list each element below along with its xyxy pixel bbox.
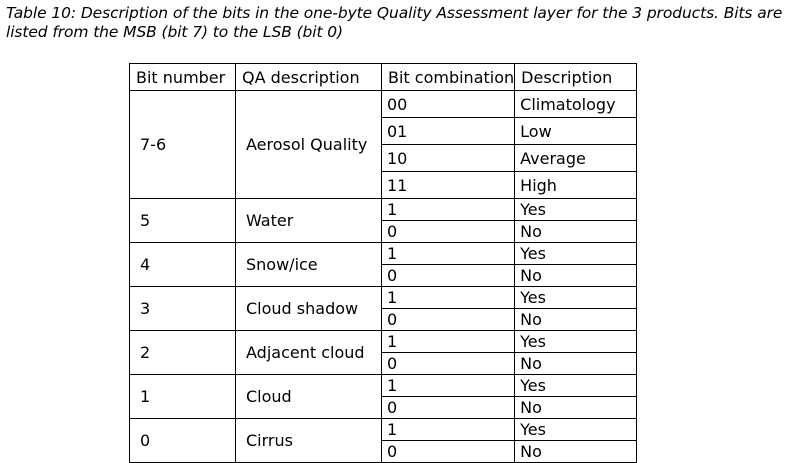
bit-number-cell: 4 [129, 242, 236, 287]
description-cell: Yes [514, 286, 638, 309]
bit-combination-cell: 01 [380, 117, 516, 145]
table-row: 0 No [130, 440, 638, 463]
bit-combination-cell: 0 [380, 440, 516, 463]
description-cell: High [514, 171, 638, 199]
table-row: 10 Average [130, 144, 638, 172]
table-row: 0 No [130, 396, 638, 419]
bit-combination-cell: 1 [380, 330, 516, 353]
bit-combination-cell: 1 [380, 286, 516, 309]
table-row: 5 Water 1 Yes [129, 198, 638, 243]
qa-bits-table: Bit number QA description Bit combinatio… [129, 63, 638, 463]
qa-description-cell: Cirrus [235, 418, 382, 463]
description-cell: No [514, 308, 638, 331]
table-row: 11 High [130, 171, 638, 199]
bit-number-cell: 3 [129, 286, 236, 331]
qa-description-cell: Cloud [235, 374, 382, 419]
description-cell: Yes [514, 330, 638, 353]
table-row: 0 No [130, 220, 638, 243]
table-row: 0 Cirrus 1 Yes [129, 418, 638, 463]
bit-combination-cell: 0 [380, 220, 516, 243]
header-bit-combination: Bit combination [380, 63, 516, 91]
bit-combination-cell: 10 [380, 144, 516, 172]
table-row: 7-6 Aerosol Quality 00 Climatology [129, 90, 638, 199]
bit-combination-cell: 0 [380, 352, 516, 375]
description-cell: Yes [514, 198, 638, 221]
bit-combination-cell: 0 [380, 264, 516, 287]
bit-number-cell: 2 [129, 330, 236, 375]
table-row: 3 Cloud shadow 1 Yes [129, 286, 638, 331]
bit-number-cell: 5 [129, 198, 236, 243]
table-caption: Table 10: Description of the bits in the… [6, 4, 783, 41]
description-cell: No [514, 396, 638, 419]
table-header-row: Bit number QA description Bit combinatio… [129, 63, 638, 91]
bit-combination-cell: 1 [380, 374, 516, 397]
description-cell: Climatology [514, 90, 638, 118]
description-cell: Low [514, 117, 638, 145]
bit-number-cell: 1 [129, 374, 236, 419]
description-cell: No [514, 264, 638, 287]
qa-description-cell: Cloud shadow [235, 286, 382, 331]
table-row: 2 Adjacent cloud 1 Yes [129, 330, 638, 375]
bit-combination-cell: 11 [380, 171, 516, 199]
bit-combination-cell: 00 [380, 90, 516, 118]
bit-combination-cell: 1 [380, 198, 516, 221]
description-cell: Yes [514, 418, 638, 441]
header-bit-number: Bit number [129, 63, 236, 91]
description-cell: Yes [514, 374, 638, 397]
header-qa-description: QA description [235, 63, 382, 91]
description-cell: No [514, 352, 638, 375]
description-cell: No [514, 440, 638, 463]
table-row: 4 Snow/ice 1 Yes [129, 242, 638, 287]
qa-description-cell: Aerosol Quality [235, 90, 382, 199]
bit-combination-cell: 1 [380, 418, 516, 441]
qa-description-cell: Adjacent cloud [235, 330, 382, 375]
bit-combination-cell: 0 [380, 308, 516, 331]
qa-description-cell: Snow/ice [235, 242, 382, 287]
description-cell: Yes [514, 242, 638, 265]
header-description: Description [514, 63, 638, 91]
table-row: 01 Low [130, 117, 638, 145]
bit-combination-cell: 1 [380, 242, 516, 265]
bit-number-cell: 7-6 [129, 90, 236, 199]
description-cell: No [514, 220, 638, 243]
description-cell: Average [514, 144, 638, 172]
qa-description-cell: Water [235, 198, 382, 243]
table-row: 1 Cloud 1 Yes [129, 374, 638, 419]
bit-combination-cell: 0 [380, 396, 516, 419]
bit-number-cell: 0 [129, 418, 236, 463]
